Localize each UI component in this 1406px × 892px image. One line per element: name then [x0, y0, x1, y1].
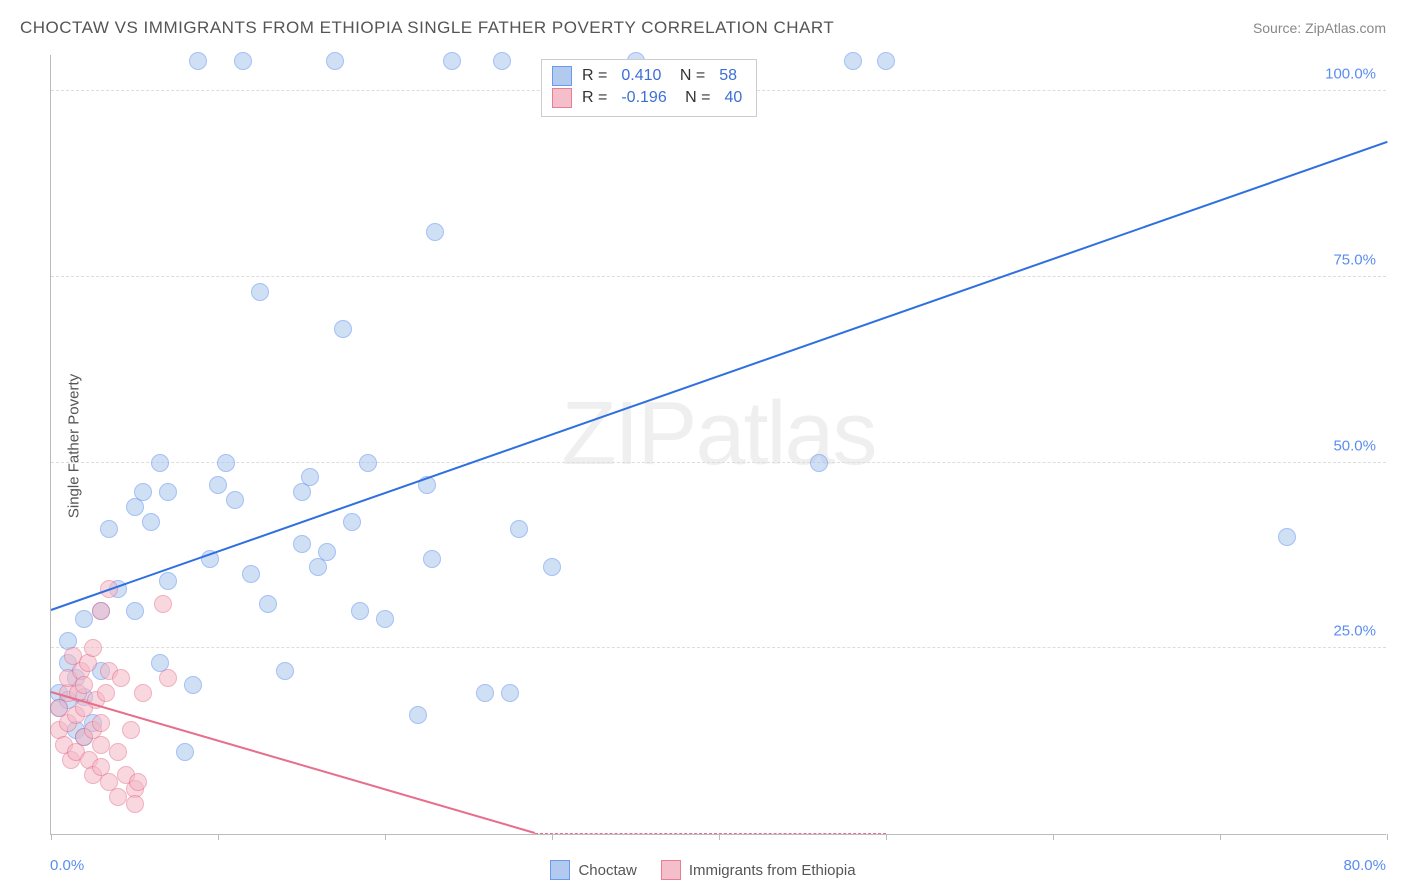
gridline	[51, 276, 1386, 277]
data-point	[242, 565, 260, 583]
data-point	[92, 714, 110, 732]
data-point	[112, 669, 130, 687]
data-point	[100, 520, 118, 538]
x-tick	[719, 834, 720, 840]
data-point	[92, 736, 110, 754]
data-point	[810, 454, 828, 472]
legend-item-choctaw: Choctaw	[550, 860, 636, 880]
x-tick	[51, 834, 52, 840]
gridline	[51, 462, 1386, 463]
data-point	[84, 639, 102, 657]
data-point	[493, 52, 511, 70]
data-point	[159, 572, 177, 590]
y-tick-label: 100.0%	[1325, 66, 1376, 83]
x-tick	[1053, 834, 1054, 840]
r-value: 0.410	[621, 67, 661, 85]
data-point	[109, 743, 127, 761]
watermark: ZIPatlas	[561, 383, 875, 486]
series-legend: Choctaw Immigrants from Ethiopia	[0, 860, 1406, 880]
legend-swatch-icon	[552, 88, 572, 108]
data-point	[301, 468, 319, 486]
gridline	[51, 647, 1386, 648]
data-point	[376, 610, 394, 628]
data-point	[251, 283, 269, 301]
data-point	[343, 513, 361, 531]
source-link[interactable]: ZipAtlas.com	[1305, 20, 1386, 36]
y-tick-label: 50.0%	[1333, 437, 1376, 454]
data-point	[510, 520, 528, 538]
legend-item-ethiopia: Immigrants from Ethiopia	[661, 860, 856, 880]
legend-label: Choctaw	[578, 862, 636, 879]
x-tick	[1220, 834, 1221, 840]
scatter-plot-area: ZIPatlas 25.0% 50.0% 75.0% 100.0% R =0.410 N…	[50, 55, 1386, 835]
data-point	[159, 669, 177, 687]
chart-title: CHOCTAW VS IMMIGRANTS FROM ETHIOPIA SING…	[20, 18, 834, 38]
data-point	[426, 223, 444, 241]
source-attribution: Source: ZipAtlas.com	[1253, 20, 1386, 36]
data-point	[92, 602, 110, 620]
data-point	[409, 706, 427, 724]
chart-header: CHOCTAW VS IMMIGRANTS FROM ETHIOPIA SING…	[20, 18, 1386, 38]
data-point	[423, 550, 441, 568]
data-point	[189, 52, 207, 70]
stats-row: R =-0.196 N =40	[552, 88, 746, 108]
data-point	[259, 595, 277, 613]
y-tick-label: 25.0%	[1333, 623, 1376, 640]
x-tick	[552, 834, 553, 840]
trend-line	[51, 141, 1388, 611]
data-point	[318, 543, 336, 561]
data-point	[443, 52, 461, 70]
x-tick	[1387, 834, 1388, 840]
data-point	[351, 602, 369, 620]
data-point	[129, 773, 147, 791]
data-point	[1278, 528, 1296, 546]
data-point	[217, 454, 235, 472]
y-tick-label: 75.0%	[1333, 251, 1376, 268]
data-point	[122, 721, 140, 739]
data-point	[142, 513, 160, 531]
correlation-stats-box: R =0.410 N =58R =-0.196 N =40	[541, 59, 757, 117]
legend-swatch-icon	[661, 860, 681, 880]
data-point	[293, 535, 311, 553]
legend-swatch-icon	[550, 860, 570, 880]
x-tick	[385, 834, 386, 840]
data-point	[543, 558, 561, 576]
data-point	[359, 454, 377, 472]
n-value: 40	[725, 89, 743, 107]
n-value: 58	[719, 67, 737, 85]
r-value: -0.196	[621, 89, 666, 107]
data-point	[109, 788, 127, 806]
data-point	[184, 676, 202, 694]
x-tick	[218, 834, 219, 840]
data-point	[476, 684, 494, 702]
data-point	[151, 454, 169, 472]
data-point	[844, 52, 862, 70]
data-point	[75, 610, 93, 628]
data-point	[154, 595, 172, 613]
legend-label: Immigrants from Ethiopia	[689, 862, 856, 879]
x-tick	[886, 834, 887, 840]
data-point	[209, 476, 227, 494]
data-point	[226, 491, 244, 509]
data-point	[334, 320, 352, 338]
stats-row: R =0.410 N =58	[552, 66, 746, 86]
data-point	[326, 52, 344, 70]
data-point	[234, 52, 252, 70]
trend-line	[535, 833, 886, 834]
data-point	[501, 684, 519, 702]
legend-swatch-icon	[552, 66, 572, 86]
data-point	[126, 795, 144, 813]
data-point	[159, 483, 177, 501]
data-point	[97, 684, 115, 702]
data-point	[126, 602, 144, 620]
data-point	[134, 684, 152, 702]
data-point	[134, 483, 152, 501]
data-point	[176, 743, 194, 761]
data-point	[276, 662, 294, 680]
data-point	[877, 52, 895, 70]
trend-line	[51, 691, 536, 834]
